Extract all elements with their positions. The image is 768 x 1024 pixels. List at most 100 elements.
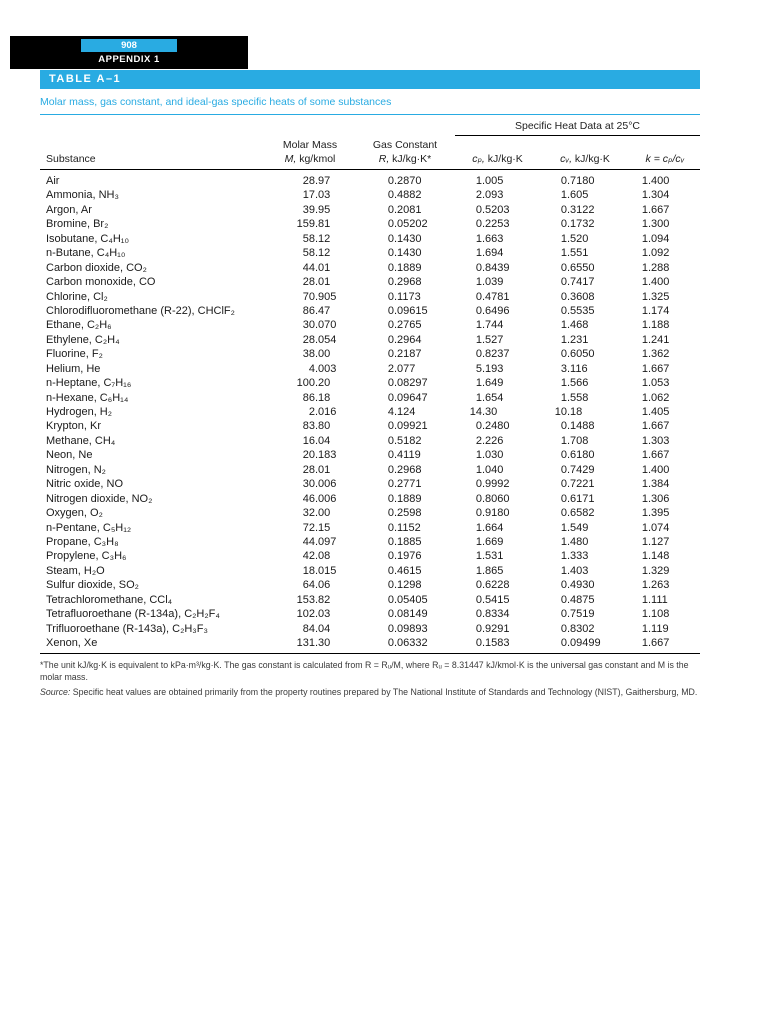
k-cell: 1.667	[641, 637, 670, 649]
k-cell: 1.306	[641, 492, 670, 505]
substance-cell: Hydrogen, H₂	[46, 406, 113, 418]
k-symbol: k = cₚ/cᵥ	[645, 153, 685, 165]
k-cell: 1.300	[641, 218, 670, 231]
table-row: Sulfur dioxide, SO₂ 64.06 0.1298 0.6228 …	[40, 578, 700, 592]
molar-mass-cell: 100.20	[296, 377, 331, 390]
cv-cell: 0.4930	[560, 579, 595, 592]
substance-cell: n-Heptane, C₇H₁₆	[46, 377, 132, 390]
gas-constant-cell: 0.2771	[387, 478, 422, 491]
molar-mass-cell: 20.183	[302, 449, 337, 462]
table-row: Helium, He 4.003 2.077 5.193 3.116 1.667	[40, 362, 700, 376]
gas-constant-cell: 0.1152	[387, 521, 421, 534]
gas-constant-cell: 0.1430	[387, 232, 422, 245]
gas-constant-cell: 0.5182	[387, 434, 422, 447]
substance-cell: Isobutane, C₄H₁₀	[46, 232, 130, 245]
cp-cell: 1.663	[475, 232, 504, 245]
table-row: Ethane, C₂H₆ 30.070 0.2765 1.744 1.468 1…	[40, 318, 700, 332]
cp-cell: 1.669	[475, 535, 504, 548]
gas-constant-units-header: R, kJ/kg·K*	[355, 153, 455, 165]
k-cell: 1.094	[641, 232, 670, 245]
molar-mass-cell: 58.12	[302, 232, 331, 245]
cv-cell: 1.708	[560, 434, 589, 447]
molar-mass-cell: 72.15	[302, 521, 331, 534]
substance-cell: Helium, He	[46, 362, 101, 375]
cp-cell: 1.694	[475, 247, 504, 260]
k-cell: 1.074	[641, 521, 670, 534]
k-cell: 1.127	[641, 535, 670, 548]
molar-mass-cell: 70.905	[302, 290, 337, 303]
k-cell: 1.384	[641, 478, 670, 491]
header-row-units: Substance M, kg/kmol R, kJ/kg·K* cₚ, kJ/…	[40, 153, 700, 165]
cp-cell: 1.005	[475, 175, 504, 187]
cp-cell: 1.531	[475, 550, 504, 563]
table-row: Nitric oxide, NO 30.006 0.2771 0.9992 0.…	[40, 477, 700, 491]
cp-cell: 1.039	[475, 276, 504, 289]
cp-cell: 0.2253	[475, 218, 510, 231]
substance-cell: Chlorine, Cl₂	[46, 290, 108, 303]
table-row: Bromine, Br₂ 159.81 0.05202 0.2253 0.173…	[40, 217, 700, 231]
molar-mass-header: Molar Mass	[282, 139, 338, 151]
substance-cell: Sulfur dioxide, SO₂	[46, 579, 139, 592]
k-cell: 1.395	[641, 507, 670, 520]
molar-mass-cell: 46.006	[302, 492, 337, 505]
cv-cell: 0.6180	[560, 449, 595, 462]
cp-cell: 0.8334	[475, 608, 510, 621]
table-row: Oxygen, O₂ 32.00 0.2598 0.9180 0.6582 1.…	[40, 506, 700, 520]
table-row: Chlorodifluoromethane (R-22), CHClF₂ 86.…	[40, 304, 700, 318]
cv-cell: 0.09499	[560, 637, 601, 649]
gas-constant-cell: 0.2870	[387, 175, 422, 187]
table-row: Nitrogen, N₂ 28.01 0.2968 1.040 0.7429 1…	[40, 463, 700, 477]
cv-cell: 1.468	[560, 319, 589, 332]
cp-cell: 0.1583	[475, 637, 510, 649]
gas-constant-cell: 0.05202	[387, 218, 428, 231]
cp-cell: 14.30	[469, 406, 498, 418]
table-row: Tetrafluoroethane (R-134a), C₂H₂F₄ 102.0…	[40, 607, 700, 621]
gas-constant-cell: 0.1976	[387, 550, 422, 563]
molar-mass-cell: 159.81	[296, 218, 331, 231]
k-cell: 1.667	[641, 449, 670, 462]
cv-cell: 0.7221	[560, 478, 595, 491]
cp-cell: 0.6228	[475, 579, 510, 592]
substance-cell: Krypton, Kr	[46, 420, 102, 433]
gas-constant-cell: 0.1889	[387, 261, 422, 274]
substance-cell: Carbon monoxide, CO	[46, 276, 156, 289]
gas-constant-cell: 0.1885	[387, 535, 422, 548]
cv-symbol: cᵥ,	[560, 153, 572, 165]
cp-cell: 2.226	[475, 434, 504, 447]
cv-cell: 0.1732	[560, 218, 595, 231]
table-row: n-Butane, C₄H₁₀ 58.12 0.1430 1.694 1.551…	[40, 246, 700, 260]
substance-cell: Chlorodifluoromethane (R-22), CHClF₂	[46, 304, 235, 317]
molar-mass-cell: 2.016	[308, 406, 337, 418]
molar-mass-cell: 28.01	[302, 276, 331, 289]
table-row: Methane, CH₄ 16.04 0.5182 2.226 1.708 1.…	[40, 434, 700, 448]
table-row: Air 28.97 0.2870 1.005 0.7180 1.400	[40, 174, 700, 188]
k-cell: 1.119	[641, 622, 669, 635]
cv-header: cᵥ, kJ/kg·K	[540, 153, 630, 165]
table-row: Tetrachloromethane, CCl₄ 153.82 0.05405 …	[40, 593, 700, 607]
cv-cell: 1.558	[560, 391, 589, 404]
k-cell: 1.400	[641, 175, 670, 187]
gas-constant-cell: 0.2081	[387, 203, 422, 216]
table-row: Propylene, C₃H₆ 42.08 0.1976 1.531 1.333…	[40, 549, 700, 563]
footnotes: *The unit kJ/kg·K is equivalent to kPa·m…	[40, 660, 700, 699]
table-subtitle: Molar mass, gas constant, and ideal-gas …	[40, 96, 700, 115]
substance-cell: Ethylene, C₂H₄	[46, 333, 120, 346]
gas-constant-cell: 0.2598	[387, 507, 422, 520]
cp-cell: 0.6496	[475, 304, 510, 317]
molar-mass-cell: 28.97	[302, 175, 331, 187]
k-cell: 1.263	[641, 579, 670, 592]
table-row: Chlorine, Cl₂ 70.905 0.1173 0.4781 0.360…	[40, 290, 700, 304]
gas-constant-cell: 0.06332	[387, 637, 428, 649]
molar-mass-cell: 86.47	[302, 304, 331, 317]
molar-mass-cell: 16.04	[302, 434, 331, 447]
gas-constant-cell: 4.124	[387, 406, 416, 418]
k-cell: 1.303	[641, 434, 670, 447]
substance-cell: Neon, Ne	[46, 449, 93, 462]
cv-cell: 0.3608	[560, 290, 595, 303]
gas-constant-cell: 0.08297	[387, 377, 428, 390]
substance-cell: Methane, CH₄	[46, 434, 116, 447]
substance-cell: Xenon, Xe	[46, 637, 98, 649]
cp-cell: 1.664	[475, 521, 504, 534]
table-row: Propane, C₃H₈ 44.097 0.1885 1.669 1.480 …	[40, 535, 700, 549]
